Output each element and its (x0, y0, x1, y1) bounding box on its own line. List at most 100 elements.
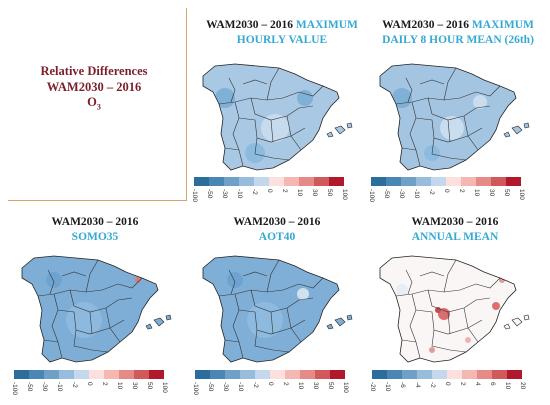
colorbar-segment (431, 177, 446, 186)
colorbar-tick-label: 0 (443, 189, 450, 193)
colorbar-tick-label: 50 (146, 382, 153, 390)
colorbar-segment (149, 370, 164, 379)
colorbar-tick-label: 10 (504, 382, 511, 390)
colorbar-tick-label: -100 (368, 189, 375, 203)
increase-region (438, 308, 450, 320)
colorbar-segment (299, 177, 314, 186)
region-border (254, 329, 290, 353)
colorbar-tick-label: -10 (237, 382, 244, 392)
panel-title-metric: MAXIMUM (471, 19, 534, 31)
colorbar-segment (371, 177, 386, 186)
ozone-symbol: O (87, 95, 97, 109)
coastline (21, 255, 159, 363)
colorbar-tick-label: -2 (428, 189, 435, 195)
colorbar-somo35: -100 -50 -30 -10 -2 0 2 10 30 50 100 (11, 370, 168, 395)
region-border (463, 307, 479, 343)
map-somo35 (21, 255, 172, 363)
region-border (447, 311, 451, 335)
region-border (73, 329, 109, 353)
map-annual-mean (379, 255, 530, 363)
colorbar-tick-label: 30 (488, 189, 495, 197)
balearic-island (165, 314, 172, 321)
colorbar-segment (446, 177, 461, 186)
colorbar-tick-label: -20 (369, 382, 376, 392)
colorbar-tick-label: 50 (503, 189, 510, 197)
region-border (431, 137, 467, 161)
value-region (227, 272, 243, 288)
region-border (254, 137, 290, 161)
region-border (443, 67, 457, 101)
colorbar-segment (432, 370, 447, 379)
panel-title-metric: AOT40 (258, 231, 296, 243)
region-border (475, 85, 501, 97)
balearic-island (511, 317, 523, 327)
panel-title-aot40: WAM2030 – 2016 AOT40 (192, 215, 362, 245)
region-border (250, 97, 314, 121)
colorbar-tick-label: 100 (342, 382, 349, 393)
colorbar-tick-label: -6 (399, 382, 406, 388)
region-border (57, 309, 125, 335)
region-border (443, 259, 457, 293)
region-border (228, 77, 236, 103)
colorbar-tick-label: 30 (131, 382, 138, 390)
main-title-line1: Relative Differences (40, 64, 148, 78)
region-border (415, 117, 483, 143)
main-title-line3: O3 (8, 95, 180, 115)
balearic-island (523, 122, 530, 129)
colorbar-tick-label: 0 (86, 382, 93, 386)
colorbar-tick-label: 0 (266, 189, 273, 193)
colorbar-max-hourly: -100 -50 -30 -10 -2 0 2 10 30 50 100 (191, 177, 348, 202)
colorbar-segment (119, 370, 134, 379)
colorbar-tick-label: -50 (26, 382, 33, 392)
colorbar-segment (270, 370, 285, 379)
region-border (51, 293, 63, 359)
colorbar-segment (225, 370, 240, 379)
map-max-8h (379, 63, 530, 171)
colorbar-segment (330, 370, 345, 379)
colorbar-tick-label: -30 (221, 189, 228, 199)
region-border (475, 277, 501, 289)
region-border (266, 259, 280, 293)
balearic-island (346, 314, 353, 321)
region-border (105, 307, 121, 343)
region-border (286, 307, 302, 343)
ozone-subscript: 3 (96, 102, 101, 112)
colorbar-segment (329, 177, 344, 186)
colorbar-tick-label: 4 (474, 382, 481, 386)
colorbar-segment (507, 370, 522, 379)
colorbar-segment (401, 177, 416, 186)
colorbar-tick-label: -2 (252, 382, 259, 388)
colorbar-segment (194, 177, 209, 186)
colorbar-segment (29, 370, 44, 379)
value-region (66, 302, 102, 338)
region-border (224, 147, 240, 151)
map-max-hourly (202, 63, 353, 171)
colorbar-segment (476, 177, 491, 186)
colorbar-tick-label: 30 (312, 382, 319, 390)
region-border (427, 97, 491, 121)
colorbar-tick-label: 2 (459, 382, 466, 386)
colorbar-tick-label: 100 (341, 189, 348, 200)
colorbar-segment (447, 370, 462, 379)
frame-divider-horizontal (8, 200, 187, 201)
panel-title-scenario: WAM2030 – 2016 (382, 19, 470, 31)
region-border (419, 271, 445, 277)
colorbar-tick-label: 10 (296, 189, 303, 197)
colorbar-segment (284, 177, 299, 186)
balearic-island (334, 125, 346, 135)
colorbar-tick-label: -100 (11, 382, 18, 396)
panel-title-metric: ANNUAL MEAN (411, 231, 499, 243)
region-border (409, 101, 421, 167)
region-border (47, 269, 55, 295)
panel-title-metric-line2: HOURLY VALUE (236, 34, 328, 46)
colorbar-tick-label: -50 (207, 382, 214, 392)
region-border (89, 311, 93, 335)
colorbar-segment (195, 370, 210, 379)
colorbar-tick-label: 10 (297, 382, 304, 390)
region-border (238, 117, 306, 143)
region-border (69, 289, 133, 313)
region-border (228, 269, 236, 295)
balearic-island (346, 122, 353, 129)
region-border (238, 309, 306, 335)
region-border (427, 289, 491, 313)
